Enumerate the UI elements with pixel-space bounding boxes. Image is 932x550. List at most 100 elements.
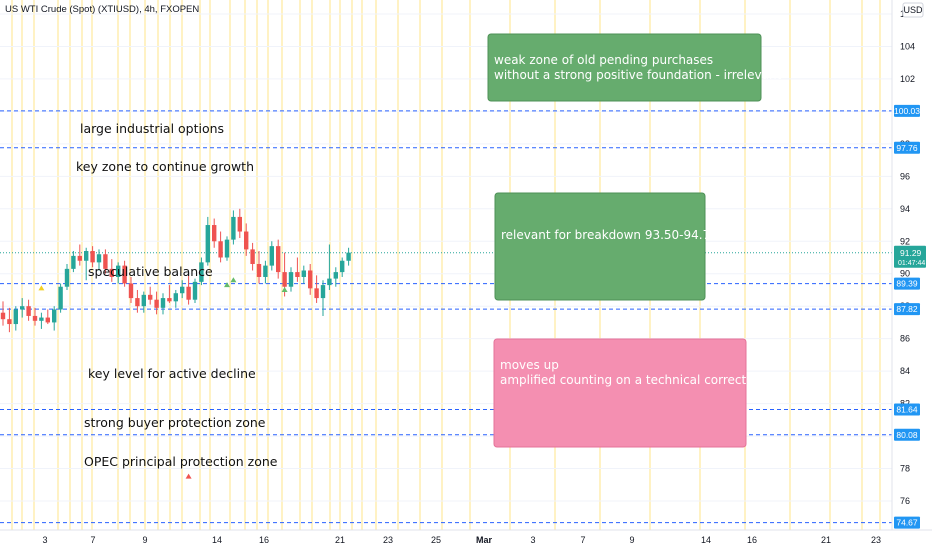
signal-markers [38,277,288,479]
candle-body [109,268,114,277]
date-tick-label: 23 [871,535,881,545]
candle-body [77,255,82,261]
candle-body [173,293,178,302]
zone-boxes: weak zone of old pending purchaseswithou… [487,33,782,448]
candle-body [180,286,185,294]
candle-body [154,299,159,308]
candle-body [103,254,108,269]
candle-body [160,298,166,308]
price-tick-label: 86 [900,334,910,344]
currency-badge[interactable]: USD [902,2,924,18]
date-tick-label: 3 [530,535,535,545]
level-tag [894,104,920,117]
level-tag [894,516,920,529]
candle-body [276,246,281,273]
date-tick-label: 16 [259,535,269,545]
date-tick-label: 9 [142,535,147,545]
price-tick-label: 96 [900,171,910,181]
currency-label: USD [903,5,923,15]
symbol-title: US WTI Crude (Spot) (XTIUSD), 4h, FXOPEN [5,4,199,15]
zone-box-text: amplified counting on a technical correc… [500,373,765,387]
zone-box-text: moves up [500,358,559,372]
level-tag-label: 97.76 [896,143,918,153]
signal-marker [224,282,230,288]
price-tick-label: 104 [900,41,915,51]
date-tick-label: 9 [629,535,634,545]
level-tag [894,141,920,154]
level-tag [894,277,920,290]
candle-body [148,294,153,300]
candle-body [288,272,294,287]
candle-body [244,231,249,250]
candle-body [52,309,57,323]
candle-body [231,216,236,240]
candle-body [340,260,345,273]
candle-body [122,265,127,284]
price-tick-label: 102 [900,74,915,84]
zone-box [494,192,706,301]
date-tick-label: Mar [476,535,493,545]
level-tag-label: 89.39 [896,279,918,289]
candle-body [141,294,146,307]
level-tag-label: 100.03 [894,106,920,116]
time-axis[interactable]: 3 7 9 14 16 21 23 25 Mar 3 7 9 14 16 21 23 [42,535,881,545]
level-tag-label: 80.08 [896,430,918,440]
signal-marker [185,473,192,479]
candle-body [71,255,76,269]
level-tag [894,303,920,316]
date-tick-label: 21 [335,535,345,545]
price-tick-label: 92 [900,236,910,246]
date-tick-label: 21 [821,535,831,545]
candle-body [0,312,6,320]
candle-body [269,246,274,266]
candle-body [186,286,191,300]
date-tick-label: 7 [90,535,95,545]
candle-body [212,225,217,242]
candle-body [218,241,223,258]
level-tag [894,428,920,441]
candle-body [301,270,306,277]
candle-body [45,317,50,323]
candle-body [32,315,38,321]
candle-body [237,216,242,232]
bar-countdown-label: 01:47:44 [898,260,925,267]
candle-body [116,265,121,277]
candle-body [205,225,210,263]
candle-body [58,286,63,310]
candle-body [7,319,12,325]
annotation-label: key level for active decline [88,366,256,381]
candle-body [250,249,255,264]
candle-body [256,263,262,277]
price-tick-label: 90 [900,269,910,279]
date-tick-label: 7 [580,535,585,545]
candle-body [282,272,287,287]
annotation-label: large industrial options [80,121,224,136]
signal-marker [230,277,237,283]
candle-body [39,317,44,321]
candle-body [224,239,230,258]
candle-body [346,252,351,261]
zone-box-text: relevant for breakdown 93.50-94.70 [501,228,718,242]
level-tag-label: 74.67 [896,518,918,528]
price-axis-tags: 100.03 97.76 89.39 87.82 81.64 80.08 74.67 91.2… [894,104,926,529]
candle-body [26,306,31,316]
date-tick-label: 23 [383,535,393,545]
zone-box [487,33,762,102]
price-tick-label: 94 [900,204,910,214]
candle-body [327,278,332,286]
candle-body [64,268,70,287]
date-tick-label: 16 [747,535,757,545]
candle-body [90,251,95,263]
zone-box-text: without a strong positive foundation - i… [494,68,782,82]
annotations: large industrial options key zone to cont… [76,121,278,469]
candle-body [314,288,319,299]
candle-body [320,285,326,299]
zone-box [493,338,747,448]
annotation-label: OPEC principal protection zone [84,454,278,469]
level-tag [894,403,920,416]
current-price-label: 91.29 [900,248,922,258]
candle-body [84,251,89,261]
date-tick-label: 3 [42,535,47,545]
candle-body [308,270,313,289]
